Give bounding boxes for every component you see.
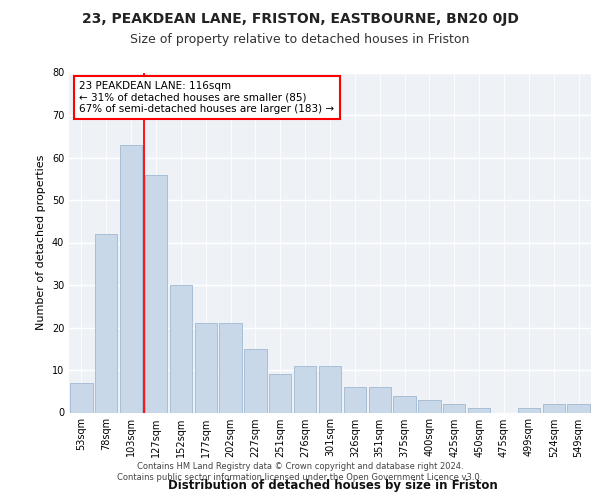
Bar (294, 366, 316, 412)
Bar (220, 324, 242, 412)
Bar (319, 366, 341, 412)
Bar (468, 408, 490, 412)
Bar (244, 349, 266, 412)
Bar (368, 387, 391, 412)
Bar (70, 383, 92, 412)
Bar (95, 234, 118, 412)
Bar (194, 324, 217, 412)
Bar (145, 174, 167, 412)
Bar (518, 408, 540, 412)
Bar (542, 404, 565, 412)
Text: Distribution of detached houses by size in Friston: Distribution of detached houses by size … (168, 480, 498, 492)
Bar (394, 396, 416, 412)
Bar (170, 285, 192, 412)
Bar (418, 400, 440, 412)
Text: 23, PEAKDEAN LANE, FRISTON, EASTBOURNE, BN20 0JD: 23, PEAKDEAN LANE, FRISTON, EASTBOURNE, … (82, 12, 518, 26)
Text: Contains HM Land Registry data © Crown copyright and database right 2024.: Contains HM Land Registry data © Crown c… (137, 462, 463, 471)
Bar (120, 145, 142, 412)
Text: Size of property relative to detached houses in Friston: Size of property relative to detached ho… (130, 32, 470, 46)
Bar (568, 404, 590, 412)
Text: 23 PEAKDEAN LANE: 116sqm
← 31% of detached houses are smaller (85)
67% of semi-d: 23 PEAKDEAN LANE: 116sqm ← 31% of detach… (79, 81, 335, 114)
Bar (344, 387, 366, 412)
Bar (269, 374, 292, 412)
Y-axis label: Number of detached properties: Number of detached properties (36, 155, 46, 330)
Bar (443, 404, 466, 412)
Text: Contains public sector information licensed under the Open Government Licence v3: Contains public sector information licen… (118, 473, 482, 482)
